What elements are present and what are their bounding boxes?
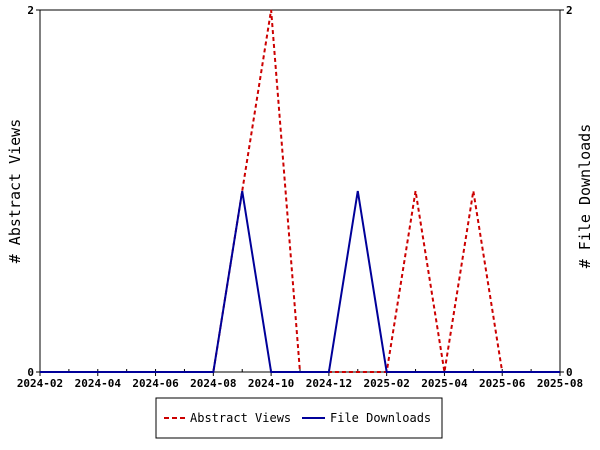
plot-area [39, 9, 561, 373]
y-ticks-left: 02 [27, 4, 40, 379]
legend-label-file-downloads: File Downloads [330, 411, 431, 425]
x-tick-label: 2024-04 [75, 377, 122, 390]
y-ticks-right: 02 [560, 4, 573, 379]
x-tick-label: 2025-06 [479, 377, 526, 390]
y-axis-title-right: # File Downloads [576, 124, 594, 269]
x-tick-label: 2024-10 [248, 377, 294, 390]
y-tick-label-left: 2 [27, 4, 34, 17]
y-tick-label-right: 2 [566, 4, 573, 17]
legend-label-abstract-views: Abstract Views [190, 411, 291, 425]
legend-box [155, 397, 443, 439]
x-tick-label: 2024-02 [17, 377, 63, 390]
x-tick-label: 2024-06 [132, 377, 179, 390]
x-tick-label: 2024-08 [190, 377, 236, 390]
series-line-file-downloads [40, 190, 560, 373]
y-tick-label-left: 0 [27, 366, 34, 379]
y-tick-label-right: 0 [566, 366, 573, 379]
y-axis-title-left: # Abstract Views [6, 119, 24, 264]
x-ticks: 2024-02 2024-04 2024-06 2024-08 2024-10 2024-… [17, 369, 583, 390]
x-tick-label: 2025-04 [421, 377, 468, 390]
legend: Abstract Views File Downloads [155, 397, 443, 439]
x-tick-label: 2025-02 [363, 377, 409, 390]
x-tick-label: 2025-08 [537, 377, 583, 390]
series-lines [40, 9, 560, 373]
x-tick-label: 2024-12 [306, 377, 352, 390]
